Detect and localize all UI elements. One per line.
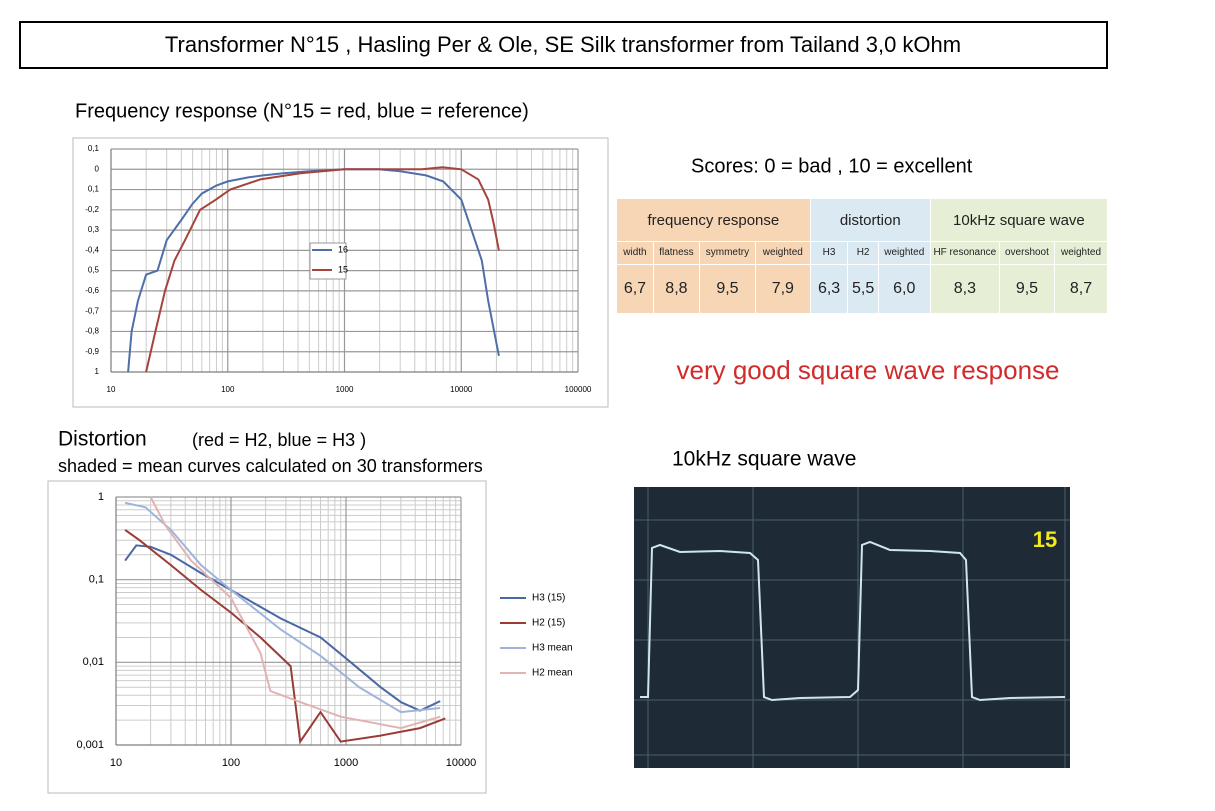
group: frequency response <box>616 198 811 242</box>
column-header: flatness <box>652 241 700 265</box>
x-tick-label: 100000 <box>565 385 592 394</box>
scores-caption: Scores: 0 = bad , 10 = excellent <box>691 155 973 177</box>
chart-title: Frequency response (N°15 = red, blue = r… <box>75 100 529 122</box>
score: 9,5 <box>998 264 1056 314</box>
scope-caption: 10kHz square wave <box>672 448 856 471</box>
score: 8,7 <box>1054 264 1108 314</box>
x-tick-label: 1000 <box>334 757 358 769</box>
x-tick-label: 1000 <box>336 385 354 394</box>
y-tick-label: -0,7 <box>85 306 99 315</box>
group: 10kHz square wave <box>929 198 1109 242</box>
chart-title-note: (red = H2, blue = H3 ) <box>192 430 366 450</box>
x-tick-label: 10 <box>110 757 122 769</box>
column-header: weighted <box>1054 241 1108 265</box>
series-line <box>124 529 446 745</box>
column-header: overshoot <box>998 241 1056 265</box>
y-tick-label: -0,8 <box>85 327 99 336</box>
series-line <box>124 501 441 714</box>
y-tick-label: 0 <box>95 164 100 173</box>
score: 7,9 <box>754 264 811 314</box>
x-tick-label: 100 <box>222 757 240 769</box>
scope-label: 15 <box>1033 527 1057 552</box>
y-tick-label: 0,1 <box>89 574 104 586</box>
chart-frame <box>72 137 609 408</box>
y-tick-label: 0,1 <box>88 185 100 194</box>
x-tick-label: 10 <box>107 385 116 394</box>
column-header: H2 <box>847 241 879 265</box>
y-tick-label: 1 <box>95 367 100 376</box>
y-tick-label: 1 <box>98 491 104 503</box>
column-header: weighted <box>877 241 931 265</box>
score: 8,3 <box>929 264 1000 314</box>
column-header: symmetry <box>698 241 756 265</box>
score: 5,5 <box>847 264 879 314</box>
series-line <box>124 544 441 712</box>
score: 6,7 <box>616 264 654 314</box>
legend-label: H2 mean <box>532 668 573 679</box>
y-tick-label: 0,001 <box>76 739 104 751</box>
y-tick-label: -0,2 <box>85 205 99 214</box>
series-line <box>127 168 500 373</box>
column-header: weighted <box>754 241 811 265</box>
title-box <box>19 21 1108 69</box>
column-header: HF resonance <box>929 241 1000 265</box>
y-tick-label: 0,1 <box>88 144 100 153</box>
legend-label: H3 mean <box>532 643 573 654</box>
score: 9,5 <box>698 264 756 314</box>
score: 6,3 <box>809 264 849 314</box>
legend-label: 15 <box>338 264 348 274</box>
group: distortion <box>809 198 931 242</box>
legend-label: H3 (15) <box>532 593 565 604</box>
scope: 15 <box>634 487 1070 768</box>
scores-table: frequency response distortion 10kHz square… <box>616 198 1109 314</box>
x-tick-label: 100 <box>221 385 235 394</box>
chart-title: Distortion <box>58 428 147 451</box>
column-header: H3 <box>809 241 849 265</box>
y-tick-label: 0,01 <box>83 656 104 668</box>
score: 6,0 <box>877 264 931 314</box>
chart-subtitle: shaded = mean curves calculated on 30 tr… <box>58 456 483 476</box>
y-tick-label: 0,5 <box>88 266 100 275</box>
x-tick-label: 10000 <box>446 757 477 769</box>
y-tick-label: 0,3 <box>88 225 100 234</box>
title: Transformer N°15 , Hasling Per & Ole, SE… <box>165 32 961 57</box>
legend-label: H2 (15) <box>532 618 565 629</box>
x-tick-label: 10000 <box>450 385 473 394</box>
score: 8,8 <box>652 264 700 314</box>
legend-label: 16 <box>338 244 348 254</box>
series-line <box>145 166 500 373</box>
y-tick-label: -0,4 <box>85 245 99 254</box>
series-line <box>149 496 441 730</box>
y-tick-label: -0,9 <box>85 347 99 356</box>
y-tick-label: -0,6 <box>85 286 99 295</box>
column-header: width <box>616 241 654 265</box>
verdict: very good square wave response <box>676 355 1059 385</box>
